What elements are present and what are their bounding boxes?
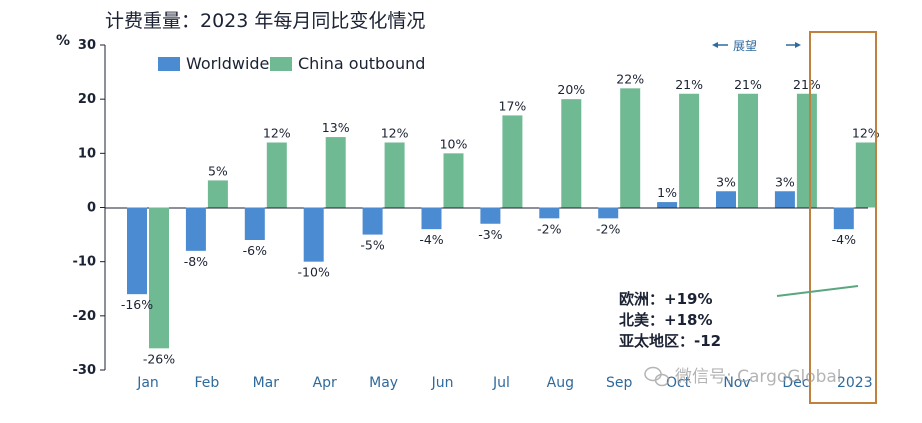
worldwide-data-label: -10%: [298, 265, 330, 280]
worldwide-bar: [185, 207, 206, 251]
region-note: 欧洲：+19%: [619, 290, 712, 308]
trend-line: [776, 285, 859, 297]
worldwide-data-label: 1%: [657, 185, 677, 200]
worldwide-data-label: -4%: [419, 232, 443, 247]
china-outbound-bar: [855, 142, 876, 208]
china-outbound-bar: [738, 93, 758, 208]
x-tick-label: Feb: [195, 375, 220, 391]
china-outbound-data-label: -26%: [143, 351, 175, 366]
china-outbound-bar: [384, 142, 405, 208]
y-tick-label: -30: [73, 363, 97, 378]
china-outbound-bar: [796, 93, 817, 208]
y-tick-label: 10: [78, 146, 96, 161]
worldwide-bar: [421, 207, 442, 230]
chart-title: 计费重量：2023 年每月同比变化情况: [105, 10, 425, 32]
worldwide-data-label: -3%: [478, 227, 502, 242]
data-labels-group: -16% -26% -8% 5% -6% 12% -10% 13% -5% 12% -4% 10% -3…: [121, 71, 880, 366]
china-outbound-data-label: 17%: [499, 98, 527, 113]
worldwide-bar: [774, 191, 795, 208]
region-notes: 欧洲：+19% 北美：+18% 亚太地区：-12: [619, 290, 721, 350]
y-tick-label: -20: [73, 309, 97, 324]
watermark-text: 微信号: CargoGlobal: [675, 367, 842, 387]
worldwide-bar: [657, 202, 678, 208]
worldwide-data-label: 3%: [716, 174, 736, 189]
x-tick-label: Jul: [492, 375, 510, 391]
china-outbound-bar: [207, 180, 228, 208]
worldwide-bar: [362, 207, 383, 235]
china-outbound-data-label: 12%: [263, 126, 291, 141]
china-outbound-data-label: 12%: [381, 126, 409, 141]
arrowhead-right-icon: [795, 42, 801, 48]
china-outbound-data-label: 21%: [793, 77, 821, 92]
worldwide-bar: [480, 207, 501, 224]
china-outbound-bar: [620, 88, 641, 208]
x-axis-ticks: Jan Feb Mar Apr May Jun Jul Aug Sep Oct Nov Dec 2023: [136, 375, 872, 391]
y-tick-label: 0: [87, 201, 96, 216]
x-tick-label: Nov: [723, 375, 750, 391]
y-axis-unit: %: [56, 33, 70, 49]
region-note: 北美：+18%: [619, 311, 712, 329]
bar-series-group: [127, 88, 876, 349]
year-2023-highlight-box: [809, 31, 877, 404]
legend-swatch-china-outbound: [270, 57, 292, 71]
china-outbound-bar: [266, 142, 287, 208]
worldwide-data-label: -2%: [537, 221, 561, 236]
y-axis-ticks: 30 20 10 0 -10 -20 -30: [73, 38, 105, 378]
legend-label-china-outbound: China outbound: [298, 54, 425, 73]
y-tick-label: -10: [73, 255, 97, 270]
worldwide-data-label: -4%: [832, 232, 856, 247]
watermark: 微信号: CargoGlobal: [644, 366, 842, 387]
worldwide-data-label: 3%: [775, 174, 795, 189]
wechat-icon: [644, 366, 670, 387]
china-outbound-data-label: 21%: [734, 77, 762, 92]
china-outbound-data-label: 10%: [440, 136, 468, 151]
legend: Worldwide China outbound: [158, 54, 425, 73]
china-outbound-bar: [443, 153, 464, 208]
x-tick-label: 2023: [837, 375, 873, 391]
y-tick-label: 30: [78, 38, 96, 53]
china-outbound-bar: [679, 93, 700, 208]
china-outbound-data-label: 12%: [852, 126, 880, 141]
china-outbound-data-label: 13%: [322, 120, 350, 135]
china-outbound-bar: [325, 137, 346, 208]
outlook-label: 展望: [733, 39, 757, 53]
x-tick-label: Aug: [547, 375, 574, 391]
china-outbound-bar: [502, 115, 523, 208]
x-tick-label: Sep: [606, 375, 633, 391]
x-tick-label: Jan: [136, 375, 159, 391]
worldwide-bar: [244, 207, 265, 240]
legend-label-worldwide: Worldwide: [186, 54, 269, 73]
china-outbound-data-label: 22%: [616, 71, 644, 86]
worldwide-bar: [833, 207, 854, 230]
x-tick-label: Oct: [666, 375, 691, 391]
china-outbound-bar: [149, 207, 169, 349]
worldwide-data-label: -2%: [596, 221, 620, 236]
worldwide-bar: [539, 207, 560, 219]
y-tick-label: 20: [78, 92, 96, 107]
x-tick-label: Dec: [782, 375, 809, 391]
china-outbound-bar: [561, 99, 582, 208]
china-outbound-data-label: 20%: [557, 82, 585, 97]
worldwide-data-label: -16%: [121, 297, 153, 312]
arrowhead-left-icon: [712, 42, 718, 48]
worldwide-bar: [716, 191, 736, 208]
worldwide-data-label: -6%: [243, 243, 267, 258]
worldwide-bar: [127, 207, 147, 295]
x-tick-label: Apr: [313, 375, 337, 391]
x-tick-label: Jun: [431, 375, 454, 391]
china-outbound-data-label: 5%: [208, 163, 228, 178]
worldwide-bar: [303, 207, 324, 262]
worldwide-data-label: -5%: [360, 238, 384, 253]
region-note: 亚太地区：-12: [619, 332, 721, 350]
x-tick-label: Mar: [253, 375, 280, 391]
china-outbound-data-label: 21%: [675, 77, 703, 92]
worldwide-bar: [598, 207, 619, 219]
legend-swatch-worldwide: [158, 57, 180, 71]
worldwide-data-label: -8%: [184, 254, 208, 269]
x-tick-label: May: [369, 375, 398, 391]
outlook-annotation: 展望: [712, 39, 801, 53]
